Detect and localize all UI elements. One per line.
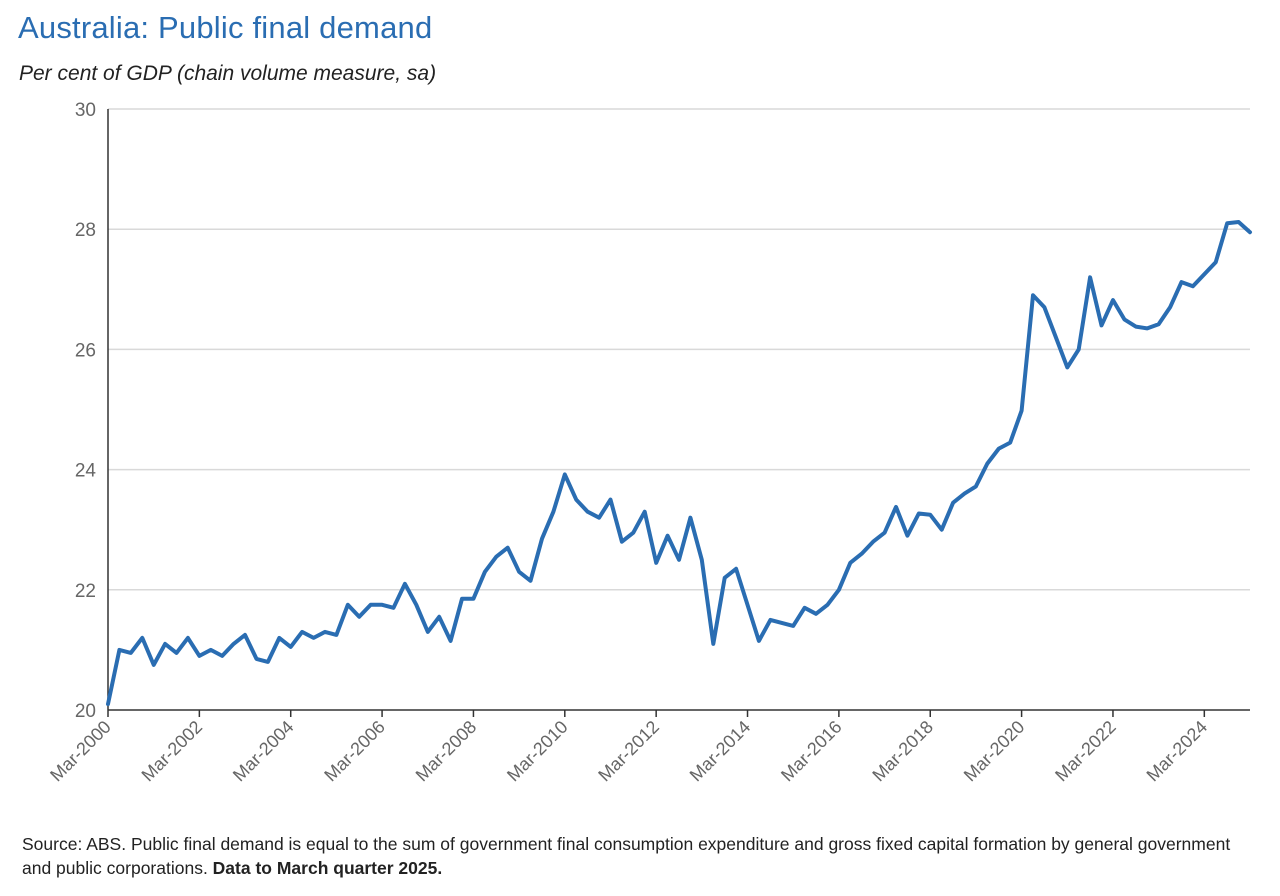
y-tick-label: 22 [75,581,96,602]
source-footnote: Source: ABS. Public final demand is equa… [22,832,1262,880]
x-tick-label: Mar-2006 [320,717,389,786]
x-tick-label: Mar-2018 [868,717,937,786]
chart-title: Australia: Public final demand [18,10,433,45]
x-tick-label: Mar-2010 [503,717,572,786]
x-tick-label: Mar-2016 [777,717,846,786]
x-tick-label: Mar-2002 [138,717,207,786]
series-layer [106,220,1252,706]
series-line-public-final-demand [106,220,1252,706]
footnote-text: Source: ABS. Public final demand is equa… [22,834,1231,878]
x-tick-label: Mar-2004 [229,717,298,786]
x-tick-label: Mar-2022 [1051,717,1120,786]
x-tick-label: Mar-2020 [960,717,1029,786]
y-tick-label: 20 [75,701,96,722]
footnote-bold: Data to March quarter 2025. [212,858,443,878]
x-tick-label: Mar-2012 [594,717,663,786]
x-tick-label: Mar-2008 [412,717,481,786]
x-axis-ticks: Mar-2000 Mar-2002 Mar-2004 Mar-2006 Mar-2008… [46,710,1211,785]
y-tick-label: 28 [75,220,96,241]
x-tick-label: Mar-2014 [686,717,755,786]
y-tick-label: 30 [75,100,96,121]
y-axis-ticks: 20 22 24 26 28 30 [75,100,97,722]
y-tick-label: 24 [75,461,97,482]
y-tick-label: 26 [75,340,96,361]
x-tick-label: Mar-2000 [46,717,115,786]
axes [107,109,1250,711]
gridlines [108,108,1250,591]
chart-subtitle: Per cent of GDP (chain volume measure, s… [19,62,437,85]
x-tick-label: Mar-2024 [1143,717,1212,786]
